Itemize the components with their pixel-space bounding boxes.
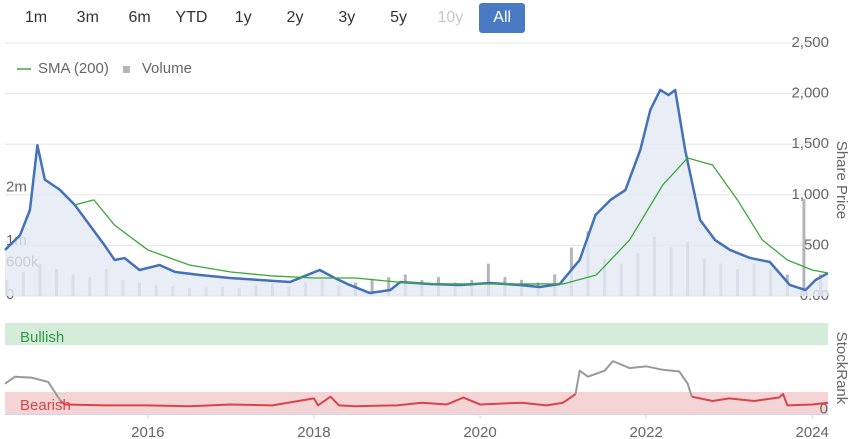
legend-label: SMA (200) bbox=[38, 60, 109, 77]
bullish-band bbox=[5, 323, 828, 345]
band-label: Bullish bbox=[20, 329, 64, 346]
y-tick-label: 1,000 bbox=[791, 186, 829, 203]
legend-swatch bbox=[122, 66, 130, 73]
volume-bar bbox=[370, 279, 374, 296]
range-button[interactable]: 2y bbox=[286, 9, 304, 26]
y-axis-title: Share Price bbox=[833, 141, 850, 219]
x-tick-label: 2018 bbox=[297, 424, 330, 439]
y-tick-label: 1,500 bbox=[791, 135, 829, 152]
x-tick-label: 2022 bbox=[629, 424, 662, 439]
legend-label: Volume bbox=[142, 60, 192, 77]
sma-line bbox=[74, 157, 829, 285]
y-tick-label: 2,500 bbox=[791, 34, 829, 51]
range-button[interactable]: 6m bbox=[128, 9, 151, 26]
range-button[interactable]: 3m bbox=[76, 9, 99, 26]
rank-line bbox=[59, 393, 829, 408]
price-area bbox=[5, 89, 828, 297]
range-button[interactable]: All bbox=[479, 3, 526, 33]
range-button: 10y bbox=[437, 9, 464, 26]
y-axis-title: StockRank bbox=[833, 332, 850, 405]
volume-bar bbox=[387, 277, 391, 296]
volume-bar bbox=[486, 263, 490, 296]
y-tick-label: 500 bbox=[804, 236, 829, 253]
y-tick-label: 0 bbox=[820, 401, 828, 418]
range-button[interactable]: 1y bbox=[234, 9, 252, 26]
rank-line bbox=[4, 360, 693, 402]
x-tick-label: 2024 bbox=[796, 424, 829, 439]
range-button[interactable]: 5y bbox=[390, 9, 408, 26]
x-tick-label: 2020 bbox=[463, 424, 496, 439]
y2-tick-label: 2m bbox=[6, 178, 27, 195]
x-tick-label: 2016 bbox=[131, 424, 164, 439]
range-button[interactable]: 1m bbox=[24, 9, 48, 26]
y-tick-label: 2,000 bbox=[791, 85, 829, 102]
volume-bar bbox=[802, 199, 806, 296]
range-button[interactable]: YTD bbox=[175, 9, 208, 26]
range-selector: 1m 3m 6m YTD 1y 2y 3y 5y 10y All bbox=[0, 0, 540, 36]
range-button[interactable]: 3y bbox=[338, 9, 356, 26]
band-label: Bearish bbox=[20, 397, 71, 414]
